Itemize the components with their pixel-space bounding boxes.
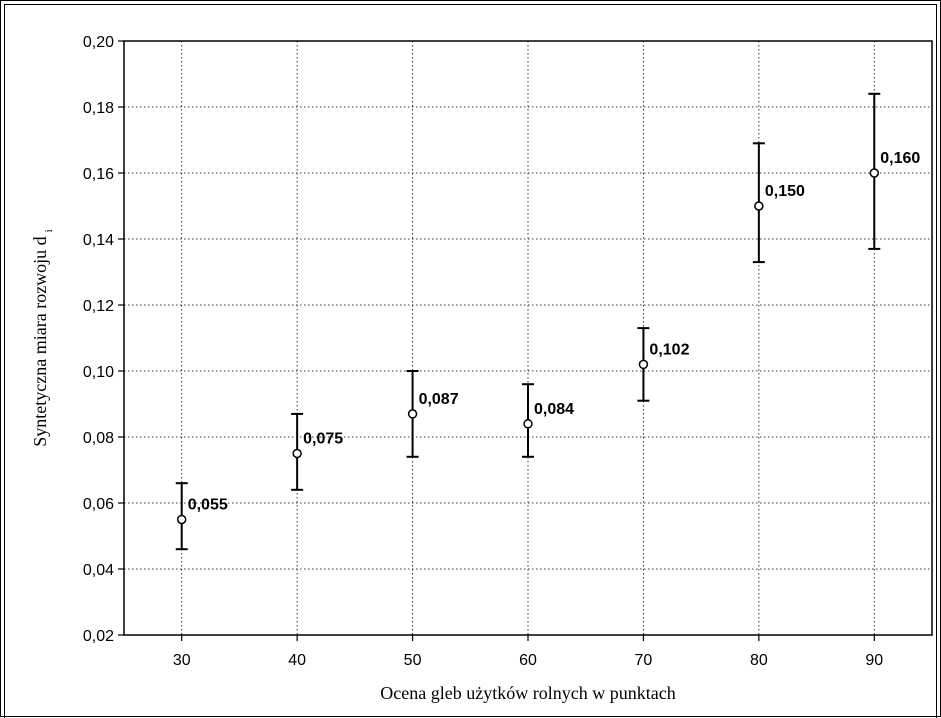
y-tick-label: 0,02 (83, 628, 114, 645)
y-tick-label: 0,20 (83, 34, 114, 51)
y-tick-label: 0,10 (83, 364, 114, 381)
x-tick-label: 30 (173, 652, 191, 669)
data-point (407, 409, 418, 419)
y-tick-label: 0,14 (83, 232, 114, 249)
data-point (869, 168, 880, 178)
data-label: 0,087 (419, 391, 459, 408)
data-series: 0,055 0,075 0,087 0,084 0,102 0,150 0,160 (175, 92, 920, 551)
x-tick-label: 70 (635, 652, 653, 669)
data-label: 0,075 (303, 431, 343, 448)
x-tick-label: 40 (288, 652, 306, 669)
y-axis-title-main: Syntetyczna miara rozwoju d (30, 236, 50, 446)
x-tick-label: 50 (404, 652, 422, 669)
data-point (638, 359, 649, 370)
y-tick-label: 0,04 (83, 562, 114, 579)
x-tick-label: 80 (750, 652, 768, 669)
y-tick-label: 0,12 (83, 298, 114, 315)
y-axis-title-subscript: i (43, 229, 55, 232)
y-tick-label: 0,06 (83, 496, 114, 513)
inner-frame (4, 4, 937, 718)
x-tick-label: 90 (865, 652, 883, 669)
data-point (292, 448, 302, 459)
data-label: 0,150 (765, 183, 805, 200)
data-point (754, 201, 764, 211)
y-axis-title: Syntetyczna miara rozwoju d i (30, 229, 55, 447)
data-label: 0,055 (188, 497, 228, 514)
data-label: 0,102 (649, 341, 689, 358)
x-axis-title: Ocena gleb użytków rolnych w punktach (380, 683, 675, 703)
y-axis-ticks: 0,02 0,04 0,06 0,08 0,10 0,12 0,14 0,16 0,18 0,20 (83, 34, 124, 645)
y-tick-label: 0,08 (83, 430, 114, 447)
data-point (176, 514, 187, 525)
y-tick-label: 0,18 (83, 100, 114, 117)
grid-lines (124, 40, 932, 636)
data-point (523, 419, 533, 429)
x-axis-ticks: 30 40 50 60 70 80 90 (173, 635, 883, 669)
data-label: 0,084 (534, 401, 574, 418)
data-label: 0,160 (880, 150, 920, 167)
x-tick-label: 60 (519, 652, 537, 669)
y-tick-label: 0,16 (83, 166, 114, 183)
